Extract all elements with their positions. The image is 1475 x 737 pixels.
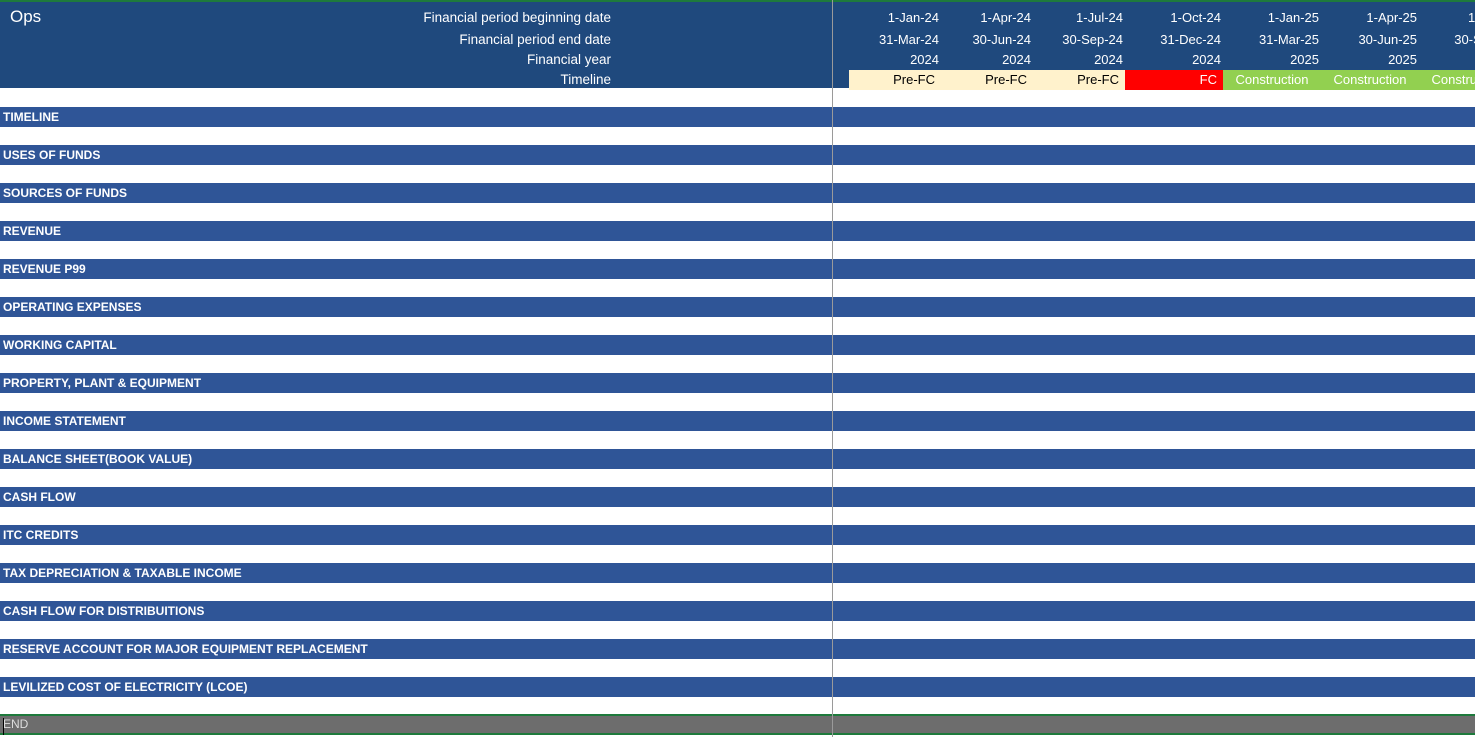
section-label: CASH FLOW FOR DISTRIBUITIONS — [3, 604, 205, 618]
period-begin-date[interactable]: 1-Oct-24 — [1170, 10, 1221, 25]
label-timeline[interactable]: Timeline — [560, 72, 611, 87]
section-row[interactable]: RESERVE ACCOUNT FOR MAJOR EQUIPMENT REPL… — [0, 639, 1475, 659]
label-financial-year[interactable]: Financial year — [526, 52, 611, 67]
section-row[interactable]: PROPERTY, PLANT & EQUIPMENT — [0, 373, 1475, 393]
section-row[interactable]: SOURCES OF FUNDS — [0, 183, 1475, 203]
section-label: USES OF FUNDS — [3, 148, 101, 162]
section-row[interactable]: CASH FLOW — [0, 487, 1475, 507]
section-label: PROPERTY, PLANT & EQUIPMENT — [3, 376, 202, 390]
period-financial-year[interactable]: 2025 — [1423, 52, 1475, 67]
period-end-date[interactable]: 30-Sep-24 — [1062, 32, 1123, 47]
sheet-title: Ops — [10, 7, 42, 26]
section-label: REVENUE — [3, 224, 62, 238]
section-row[interactable]: CASH FLOW FOR DISTRIBUITIONS — [0, 601, 1475, 621]
timeline-phase-cell[interactable]: FC — [1125, 70, 1223, 90]
timeline-phase-cell[interactable]: Construction — [1321, 70, 1419, 90]
section-row[interactable]: BALANCE SHEET(BOOK VALUE) — [0, 449, 1475, 469]
period-begin-date[interactable]: 1-Apr-25 — [1366, 10, 1417, 25]
section-row[interactable]: REVENUE — [0, 221, 1475, 241]
cell-cursor — [3, 718, 4, 735]
period-financial-year[interactable]: 2024 — [1094, 52, 1123, 67]
period-begin-date[interactable]: 1-Apr-24 — [980, 10, 1031, 25]
period-end-date[interactable]: 31-Mar-25 — [1259, 32, 1319, 47]
timeline-phase-cell[interactable]: Construction — [1223, 70, 1321, 90]
period-end-date[interactable]: 30-Sep-25 — [1454, 32, 1475, 47]
section-row[interactable]: ITC CREDITS — [0, 525, 1475, 545]
timeline-phase-cell[interactable]: Pre-FC — [941, 70, 1033, 90]
period-financial-year[interactable]: 2025 — [1290, 52, 1319, 67]
period-begin-date[interactable]: 1-Jan-24 — [887, 10, 939, 25]
section-row[interactable]: OPERATING EXPENSES — [0, 297, 1475, 317]
section-label: SOURCES OF FUNDS — [3, 186, 128, 200]
sheet-header: Ops Financial period beginning date Fina… — [0, 0, 1475, 90]
column-divider — [832, 0, 833, 737]
section-label: ITC CREDITS — [3, 528, 79, 542]
label-period-begin[interactable]: Financial period beginning date — [423, 10, 611, 25]
period-begin-date[interactable]: 1-Jan-25 — [1267, 10, 1319, 25]
label-period-end[interactable]: Financial period end date — [459, 32, 611, 47]
section-label: INCOME STATEMENT — [3, 414, 126, 428]
period-end-date[interactable]: 30-Jun-24 — [972, 32, 1031, 47]
period-financial-year[interactable]: 2024 — [1192, 52, 1221, 67]
period-financial-year[interactable]: 2025 — [1388, 52, 1417, 67]
section-label: LEVILIZED COST OF ELECTRICITY (LCOE) — [3, 680, 248, 694]
timeline-phase-cell[interactable]: Construction — [1419, 70, 1475, 90]
section-row[interactable]: INCOME STATEMENT — [0, 411, 1475, 431]
section-label: TAX DEPRECIATION & TAXABLE INCOME — [3, 566, 242, 580]
section-row[interactable]: TIMELINE — [0, 107, 1475, 127]
section-row[interactable]: REVENUE P99 — [0, 259, 1475, 279]
section-row[interactable]: LEVILIZED COST OF ELECTRICITY (LCOE) — [0, 677, 1475, 697]
timeline-phase-cell[interactable]: Pre-FC — [849, 70, 941, 90]
end-label: END — [3, 717, 29, 731]
period-end-date[interactable]: 30-Jun-25 — [1358, 32, 1417, 47]
section-label: CASH FLOW — [3, 490, 76, 504]
section-row[interactable]: WORKING CAPITAL — [0, 335, 1475, 355]
section-label: BALANCE SHEET(BOOK VALUE) — [3, 452, 193, 466]
period-begin-date[interactable]: 1-Jul-24 — [1076, 10, 1123, 25]
period-end-date[interactable]: 31-Dec-24 — [1160, 32, 1221, 47]
section-row[interactable]: TAX DEPRECIATION & TAXABLE INCOME — [0, 563, 1475, 583]
section-row[interactable]: USES OF FUNDS — [0, 145, 1475, 165]
timeline-phase-cell[interactable]: Pre-FC — [1033, 70, 1125, 90]
section-label: RESERVE ACCOUNT FOR MAJOR EQUIPMENT REPL… — [3, 642, 368, 656]
period-end-date[interactable]: 31-Mar-24 — [879, 32, 939, 47]
period-financial-year[interactable]: 2024 — [910, 52, 939, 67]
period-financial-year[interactable]: 2024 — [1002, 52, 1031, 67]
section-label: WORKING CAPITAL — [3, 338, 117, 352]
end-row[interactable]: END — [0, 714, 1475, 735]
section-label: TIMELINE — [3, 110, 59, 124]
section-label: REVENUE P99 — [3, 262, 86, 276]
period-begin-date[interactable]: 1-Jul-25 — [1468, 10, 1475, 25]
section-label: OPERATING EXPENSES — [3, 300, 142, 314]
